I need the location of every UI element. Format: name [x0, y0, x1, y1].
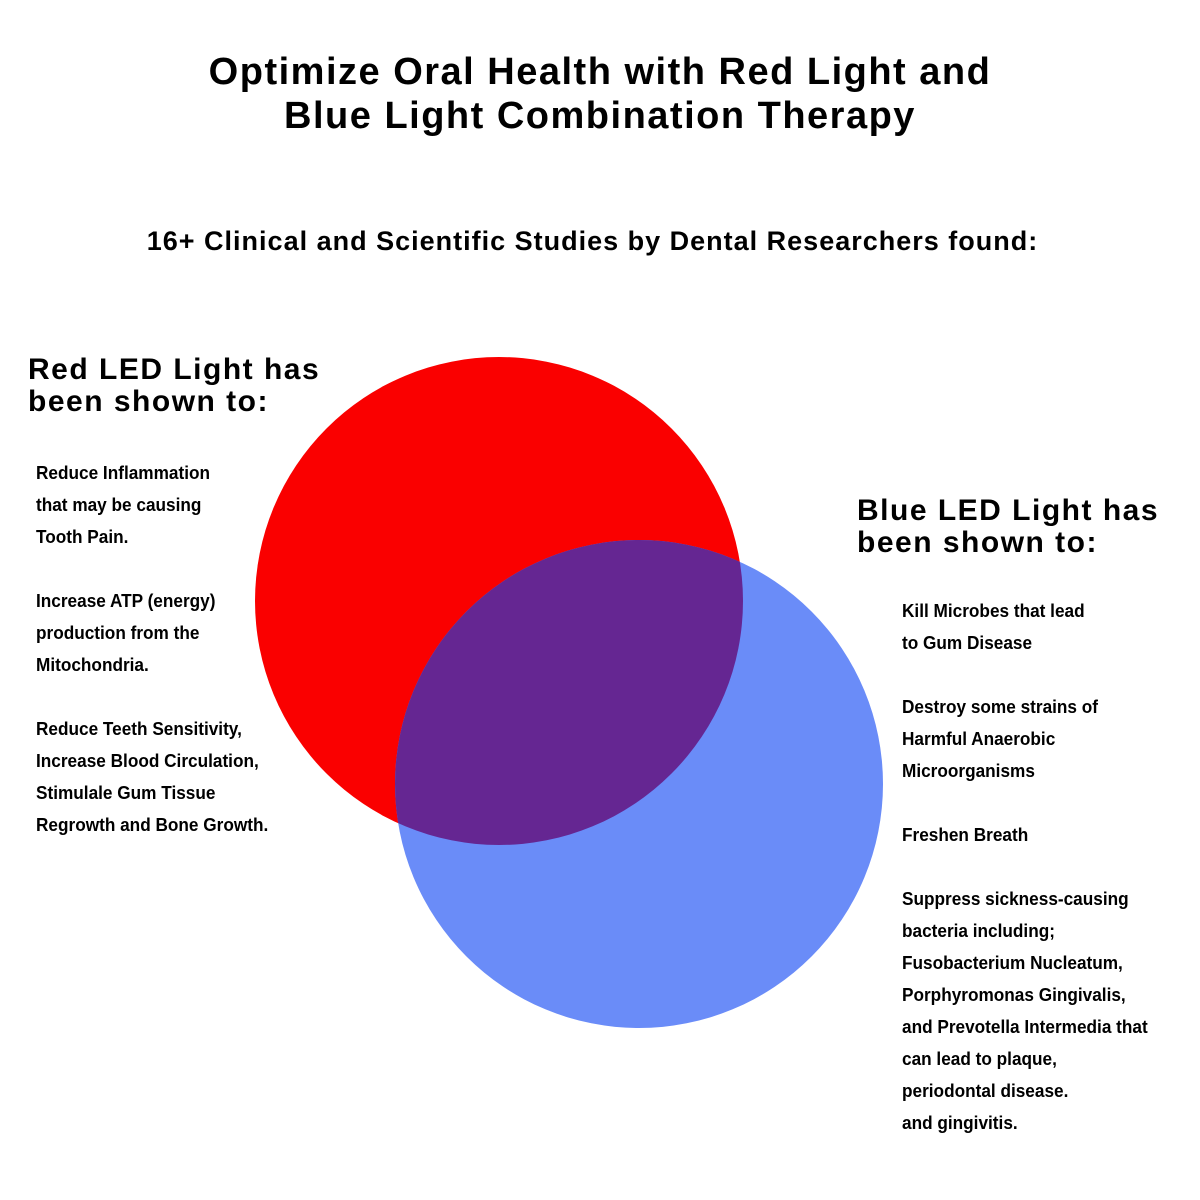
blue-benefit-line: Porphyromonas Gingivalis, — [902, 984, 1126, 1005]
blue-benefit-line: to Gum Disease — [902, 632, 1033, 653]
red-benefit-line: that may be causing — [36, 494, 202, 515]
red-benefit-line: production from the — [36, 622, 200, 643]
blue-benefit-line — [902, 787, 1148, 819]
blue-benefit-line — [902, 659, 1148, 691]
blue-heading: Blue LED Light has been shown to: — [857, 495, 1159, 559]
red-benefit-line: Reduce Inflammation — [36, 462, 210, 483]
red-benefit-line: Increase Blood Circulation, — [36, 750, 259, 771]
red-benefit-line: Regrowth and Bone Growth. — [36, 814, 269, 835]
red-benefit-line — [36, 553, 268, 585]
blue-benefit-line: Freshen Breath — [902, 824, 1029, 845]
red-benefit-line: Reduce Teeth Sensitivity, — [36, 718, 242, 739]
red-benefit-line: Mitochondria. — [36, 654, 149, 675]
blue-benefit-line: Fusobacterium Nucleatum, — [902, 952, 1123, 973]
blue-benefit-line: bacteria including; — [902, 920, 1055, 941]
red-heading: Red LED Light has been shown to: — [28, 354, 320, 418]
blue-benefit-line: periodontal disease. — [902, 1080, 1069, 1101]
heading-line: been shown to: — [857, 526, 1098, 559]
heading-line: Red LED Light has — [28, 353, 321, 386]
blue-benefit-line: Destroy some strains of — [902, 696, 1099, 717]
red-benefit-line: Increase ATP (energy) — [36, 590, 216, 611]
blue-benefit-line — [902, 851, 1148, 883]
subtitle: 16+ Clinical and Scientific Studies by D… — [146, 226, 1039, 256]
blue-benefit-line: can lead to plaque, — [902, 1048, 1057, 1069]
blue-benefit-line: Microorganisms — [902, 760, 1035, 781]
heading-line: Blue LED Light has — [857, 494, 1160, 527]
heading-line: been shown to: — [28, 385, 269, 418]
title-line: Blue Light Combination Therapy — [284, 95, 916, 137]
blue-benefit-line: Kill Microbes that lead — [902, 600, 1085, 621]
blue-benefits-list: Kill Microbes that lead to Gum Disease Des… — [902, 595, 1166, 1139]
blue-benefit-line: and Prevotella Intermedia that — [902, 1016, 1148, 1037]
blue-benefit-line: Harmful Anaerobic — [902, 728, 1056, 749]
blue-benefit-line: Suppress sickness-causing — [902, 888, 1129, 909]
red-benefit-line: Tooth Pain. — [36, 526, 129, 547]
title-line: Optimize Oral Health with Red Light and — [208, 51, 992, 93]
red-benefit-line: Stimulale Gum Tissue — [36, 782, 216, 803]
page-title: Optimize Oral Health with Red Light and … — [0, 50, 1200, 138]
blue-benefit-line: and gingivitis. — [902, 1112, 1018, 1133]
red-benefits-list: Reduce Inflammation that may be causing To… — [36, 457, 286, 841]
red-benefit-line — [36, 681, 268, 713]
overlap-region — [395, 540, 743, 845]
